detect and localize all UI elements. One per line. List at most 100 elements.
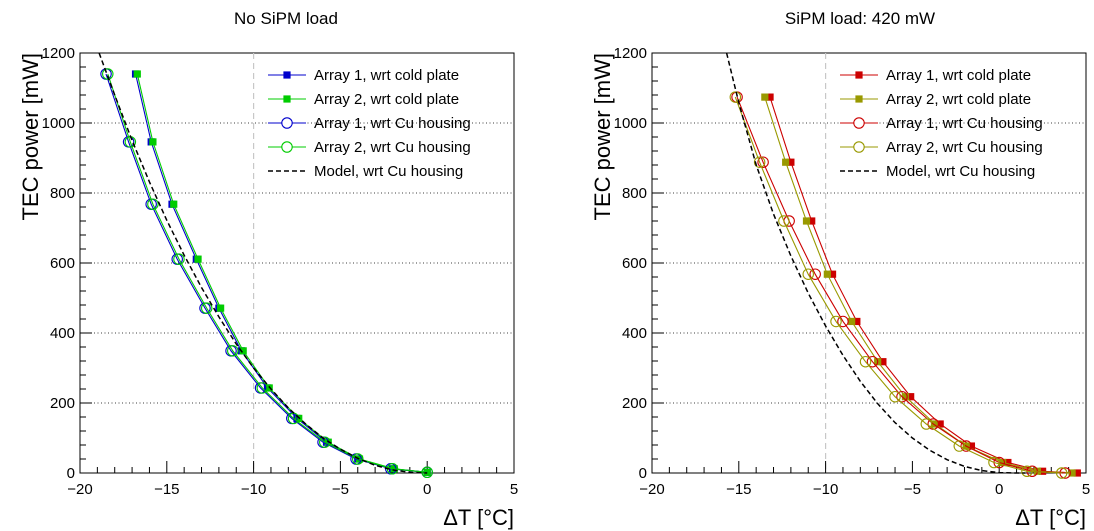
- data-point: [782, 158, 790, 166]
- y-tick-label: 200: [622, 395, 647, 412]
- data-point: [147, 198, 159, 210]
- model-curve: [725, 52, 1026, 474]
- x-axis-label: ΔT [°C]: [1015, 505, 1086, 530]
- data-point: [149, 138, 157, 146]
- y-tick-label: 800: [50, 185, 75, 202]
- x-tick-label: −5: [904, 481, 921, 498]
- series-4: [725, 52, 1026, 474]
- data-point: [1068, 469, 1076, 477]
- data-point: [853, 317, 861, 326]
- data-point: [907, 393, 915, 401]
- series-line: [769, 96, 1078, 474]
- data-point: [859, 355, 872, 368]
- y-axis-label: TEC power [mW]: [18, 53, 43, 220]
- x-tick-label: −15: [154, 481, 179, 498]
- data-point: [830, 315, 842, 328]
- x-tick-label: −15: [726, 481, 751, 498]
- legend: Array 1, wrt cold plate Array 2, wrt cold…: [268, 67, 471, 180]
- data-point: [808, 217, 816, 225]
- y-tick-label: 200: [50, 395, 75, 412]
- data-point: [256, 382, 269, 394]
- data-point: [920, 418, 933, 430]
- series-3: [729, 91, 1068, 479]
- x-tick-label: 5: [1082, 481, 1090, 498]
- data-point: [173, 253, 185, 265]
- x-tick-label: 5: [510, 481, 518, 498]
- data-point: [931, 420, 939, 428]
- data-point: [217, 304, 225, 312]
- legend-swatch-marker: [283, 71, 291, 79]
- y-tick-label: 1200: [42, 45, 75, 62]
- data-point: [766, 93, 774, 101]
- data-point: [1004, 458, 1012, 467]
- data-point: [802, 268, 814, 280]
- x-tick-label: 0: [423, 481, 431, 498]
- data-point: [1021, 465, 1033, 477]
- model-curve: [98, 52, 428, 474]
- y-tick-label: 1200: [614, 45, 647, 62]
- data-point: [1055, 467, 1068, 479]
- data-point: [170, 200, 178, 208]
- data-point: [837, 315, 849, 328]
- data-point: [953, 440, 966, 452]
- data-point: [194, 255, 202, 263]
- y-tick-label: 800: [622, 185, 647, 202]
- y-tick-label: 600: [622, 255, 647, 272]
- legend-label: Array 1, wrt cold plate: [314, 67, 459, 84]
- data-point: [200, 302, 213, 314]
- data-point: [848, 317, 856, 326]
- legend-label: Array 2, wrt Cu housing: [886, 139, 1043, 156]
- legend-swatch-marker: [283, 95, 291, 103]
- y-tick-label: 1000: [42, 115, 75, 132]
- y-tick-label: 400: [50, 325, 75, 342]
- data-point: [421, 466, 433, 479]
- data-point: [1073, 469, 1081, 477]
- y-tick-label: 1000: [614, 115, 647, 132]
- y-axis-label: TEC power [mW]: [590, 53, 615, 220]
- legend-label: Array 2, wrt cold plate: [886, 91, 1031, 108]
- data-point: [753, 156, 766, 168]
- data-point: [352, 453, 364, 465]
- data-point: [936, 420, 944, 428]
- data-point: [866, 355, 879, 368]
- data-point: [988, 456, 1000, 469]
- legend-swatch-marker: [281, 117, 293, 129]
- data-point: [239, 347, 247, 355]
- series-4: [98, 52, 428, 474]
- x-tick-label: −20: [67, 481, 92, 498]
- data-point: [999, 458, 1007, 467]
- data-point: [809, 268, 821, 280]
- data-point: [896, 390, 908, 403]
- y-tick-label: 0: [67, 465, 75, 482]
- y-tick-label: 0: [639, 465, 647, 482]
- x-tick-label: −5: [332, 481, 349, 498]
- data-point: [901, 393, 910, 401]
- legend-label: Array 2, wrt cold plate: [314, 91, 459, 108]
- data-point: [102, 68, 114, 80]
- legend-label: Array 1, wrt cold plate: [886, 67, 1031, 84]
- y-tick-label: 400: [622, 325, 647, 342]
- legend-swatch-marker: [281, 141, 293, 153]
- data-point: [828, 270, 837, 278]
- legend-label: Model, wrt Cu housing: [314, 163, 463, 180]
- data-point: [761, 93, 769, 101]
- panel-sipm-load-420mw: −20 −15 −10 −5 0 5 0 200 400 600 800 1000 1200 SiPM l…: [590, 9, 1090, 530]
- panel-no-sipm-load: −20 −15 −10 −5 0 5 0 200 400 600 800 1000 1200 No SiP…: [18, 9, 518, 530]
- x-tick-label: −20: [639, 481, 664, 498]
- data-point: [757, 156, 769, 168]
- data-point: [823, 270, 831, 278]
- x-axis-label: ΔT [°C]: [443, 505, 514, 530]
- x-tick-label: 0: [995, 481, 1003, 498]
- legend-label: Array 1, wrt Cu housing: [314, 115, 471, 132]
- legend-swatch-marker: [853, 141, 865, 153]
- data-point: [133, 70, 141, 78]
- data-point: [879, 358, 887, 366]
- legend-swatch-marker: [853, 117, 865, 129]
- y-tick-label: 600: [50, 255, 75, 272]
- data-point: [227, 345, 239, 357]
- legend-swatch-marker: [855, 95, 863, 103]
- series-line: [764, 96, 1073, 474]
- data-point: [787, 158, 795, 166]
- x-tick-label: −10: [241, 481, 266, 498]
